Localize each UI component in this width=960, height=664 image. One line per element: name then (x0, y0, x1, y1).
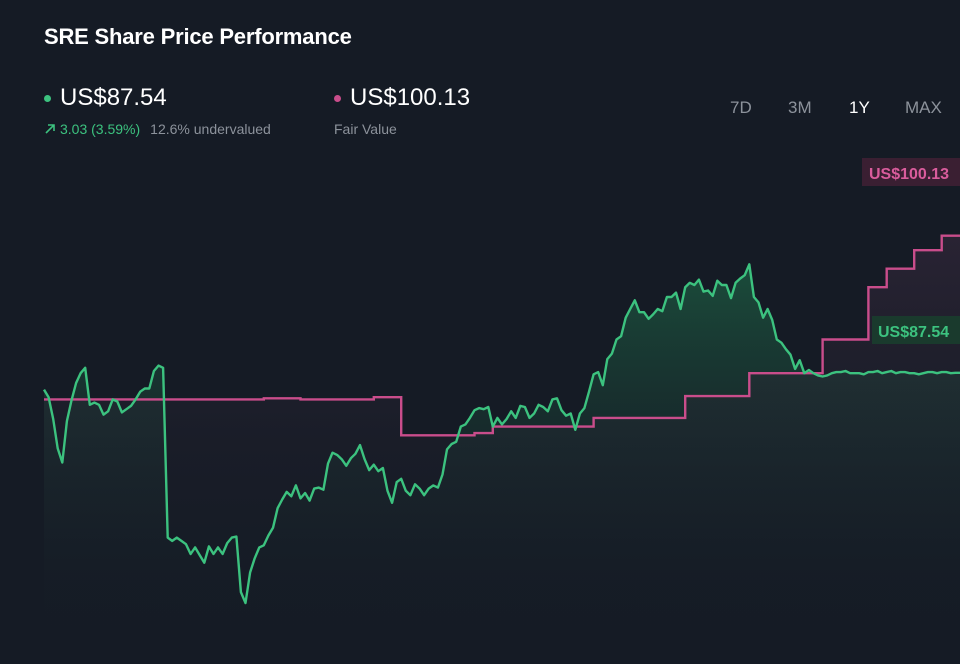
range-max-button[interactable]: MAX (905, 98, 942, 117)
current-price: US$87.54 (44, 84, 271, 112)
price-line (42, 263, 960, 605)
price-block: US$87.54 3.03 (3.59%) 12.6% undervalued (44, 84, 271, 137)
price-tag: US$87.54 (872, 316, 960, 344)
price-change-value: 3.03 (3.59%) (60, 121, 141, 137)
chart-title: SRE Share Price Performance (44, 24, 352, 49)
fair-value: US$100.13 (334, 84, 470, 112)
price-tag-text: US$87.54 (878, 324, 949, 341)
fair-value-tag: US$100.13 (862, 158, 960, 186)
arrow-up-right-icon (45, 124, 55, 134)
price-dot-icon (44, 94, 51, 102)
fair-value-value: US$100.13 (350, 84, 471, 111)
fair-value-line (44, 234, 960, 437)
price-change: 3.03 (3.59%) (44, 121, 140, 137)
fair-value-dot-icon (334, 94, 341, 102)
fair-value-block: US$100.13 Fair Value (334, 84, 470, 137)
fair-value-tag-text: US$100.13 (869, 166, 949, 183)
fair-value-label: Fair Value (334, 121, 397, 137)
valuation-text: 12.6% undervalued (150, 121, 271, 137)
price-subline: 3.03 (3.59%) 12.6% undervalued (44, 121, 271, 137)
range-selector: 7D 3M 1Y MAX (0, 98, 960, 122)
fair-value-area (44, 235, 960, 640)
range-3m-button[interactable]: 3M (788, 98, 812, 117)
range-7d-button[interactable]: 7D (730, 98, 752, 117)
range-1y-button[interactable]: 1Y (849, 98, 870, 117)
current-price-value: US$87.54 (60, 84, 167, 111)
